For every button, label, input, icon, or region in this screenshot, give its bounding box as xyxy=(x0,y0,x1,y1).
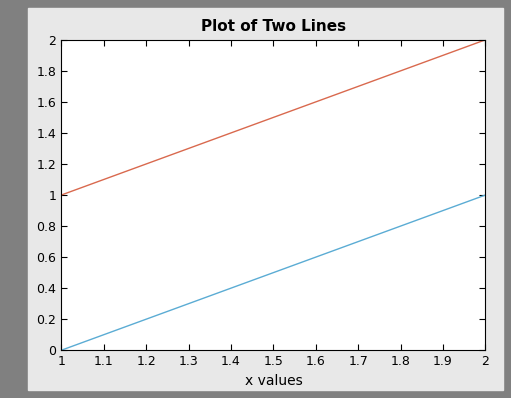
X-axis label: x values: x values xyxy=(244,374,303,388)
Title: Plot of Two Lines: Plot of Two Lines xyxy=(201,20,346,35)
